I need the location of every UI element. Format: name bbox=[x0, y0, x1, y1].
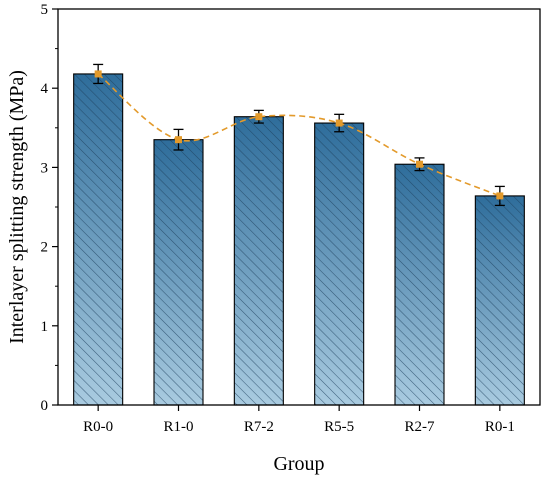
axes-layer: 0 1 2 3 4 5 R0-0 R1-0 R7-2 R5-5 R2-7 R0-1 bbox=[41, 2, 541, 435]
bar-R5-5 bbox=[314, 122, 365, 406]
y-tick-label: 1 bbox=[41, 319, 49, 335]
bar-R7-2 bbox=[233, 116, 284, 406]
bar-hatch bbox=[394, 163, 445, 406]
x-tick-label: R1-0 bbox=[164, 419, 194, 435]
y-tick-label: 5 bbox=[41, 2, 49, 18]
y-tick-label: 2 bbox=[41, 240, 49, 256]
x-tick-label: R2-7 bbox=[405, 419, 436, 435]
y-axis-title: Interlayer splitting strength (MPa) bbox=[6, 70, 28, 344]
bar-hatch bbox=[73, 73, 124, 406]
plot-frame bbox=[57, 8, 541, 406]
trend-marker-R7-2 bbox=[255, 113, 263, 121]
bar-hatch bbox=[474, 195, 525, 406]
trend-marker-R0-0 bbox=[94, 70, 102, 78]
x-tick-label: R5-5 bbox=[324, 419, 354, 435]
trend-marker-R2-7 bbox=[416, 160, 423, 168]
bar-R2-7 bbox=[394, 163, 445, 406]
trend-marker-R1-0 bbox=[175, 136, 182, 144]
x-tick-label: R0-1 bbox=[485, 419, 515, 435]
bar-hatch bbox=[314, 122, 365, 406]
y-tick-label: 3 bbox=[41, 160, 49, 176]
bar-R0-0 bbox=[73, 73, 124, 406]
trend-layer bbox=[94, 70, 504, 200]
trend-line bbox=[97, 73, 501, 197]
y-tick-label: 0 bbox=[41, 398, 49, 414]
y-tick-label: 4 bbox=[41, 81, 49, 97]
trend-marker-R0-1 bbox=[496, 192, 504, 200]
x-tick-label: R7-2 bbox=[244, 419, 274, 435]
bar-R0-1 bbox=[474, 195, 525, 406]
x-axis-title: Group bbox=[273, 453, 324, 475]
bars-layer bbox=[73, 73, 525, 406]
x-tick-label: R0-0 bbox=[83, 419, 113, 435]
bar-R1-0 bbox=[153, 139, 204, 406]
bar-hatch bbox=[233, 116, 284, 406]
bar-hatch bbox=[153, 139, 204, 406]
trend-marker-R5-5 bbox=[335, 119, 343, 127]
